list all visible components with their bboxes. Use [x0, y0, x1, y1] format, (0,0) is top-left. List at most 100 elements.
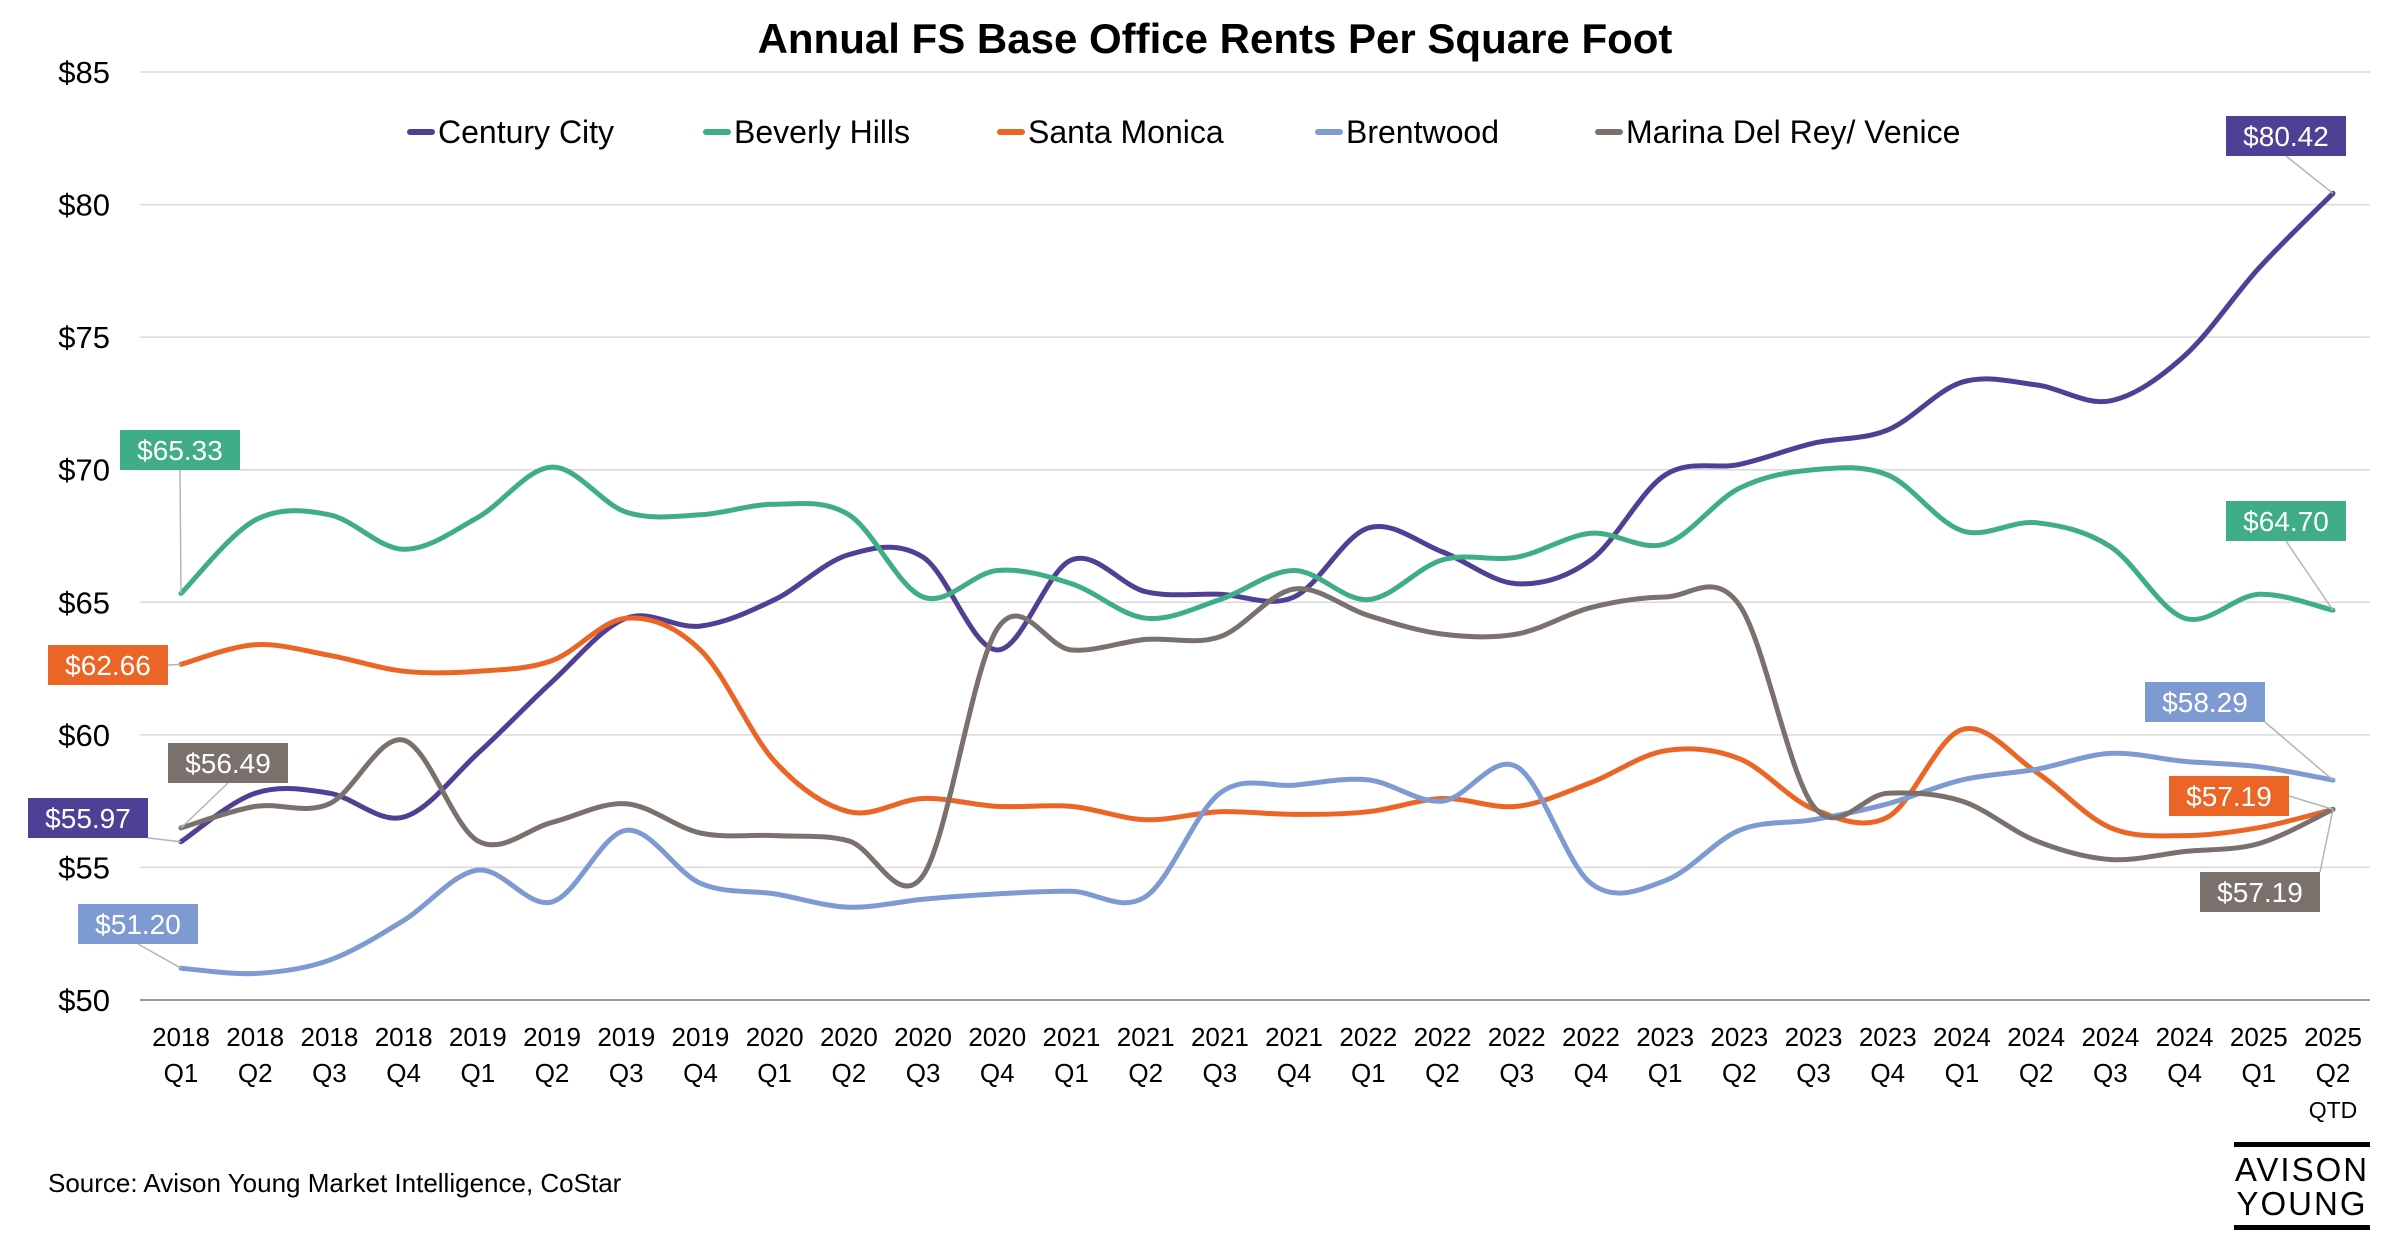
- data-label-leader: [2288, 795, 2334, 811]
- x-tick-label: Q4: [2167, 1058, 2202, 1088]
- x-tick-label: 2019: [523, 1022, 581, 1052]
- data-label: $51.20: [95, 909, 181, 940]
- x-tick-label: Q4: [683, 1058, 718, 1088]
- x-tick-label: 2018: [152, 1022, 210, 1052]
- x-tick-label: Q3: [312, 1058, 347, 1088]
- x-tick-label: Q1: [1054, 1058, 1089, 1088]
- legend-item: Beverly Hills: [734, 114, 910, 150]
- data-label-box: [168, 743, 288, 783]
- x-tick-label: 2023: [1636, 1022, 1694, 1052]
- data-label: $57.19: [2186, 781, 2272, 812]
- data-label-box: [2169, 776, 2289, 816]
- data-label-leader: [167, 663, 182, 666]
- legend-item: Santa Monica: [1028, 114, 1224, 150]
- data-label-box: [2226, 116, 2346, 156]
- x-tick-label: 2024: [2156, 1022, 2214, 1052]
- x-tick-label: 2019: [449, 1022, 507, 1052]
- x-tick-label: 2021: [1117, 1022, 1175, 1052]
- x-tick-label: 2023: [1859, 1022, 1917, 1052]
- data-label-leader: [137, 943, 182, 969]
- y-tick-label: $55: [58, 850, 110, 885]
- x-tick-label: 2024: [2007, 1022, 2065, 1052]
- x-tick-label: 2020: [820, 1022, 878, 1052]
- x-tick-label: 2020: [968, 1022, 1026, 1052]
- x-tick-label: Q2: [2316, 1058, 2351, 1088]
- data-label: $55.97: [45, 803, 131, 834]
- x-tick-label: 2023: [1710, 1022, 1768, 1052]
- x-tick-label: 2020: [746, 1022, 804, 1052]
- series-line-beverly-hills: [178, 464, 2336, 622]
- x-tick-label: 2025: [2304, 1022, 2362, 1052]
- x-tick-label: 2022: [1339, 1022, 1397, 1052]
- y-tick-label: $50: [58, 983, 110, 1018]
- y-tick-label: $70: [58, 453, 110, 488]
- x-tick-label: 2023: [1785, 1022, 1843, 1052]
- data-label-leader: [2264, 721, 2334, 781]
- series-line-century-city: [178, 190, 2336, 845]
- x-tick-label: Q2: [535, 1058, 570, 1088]
- x-tick-label: Q2: [2019, 1058, 2054, 1088]
- data-label-box: [2145, 682, 2265, 722]
- x-tick-label: 2019: [597, 1022, 655, 1052]
- x-tick-label: Q2: [832, 1058, 867, 1088]
- x-tick-label: Q1: [757, 1058, 792, 1088]
- x-tick-label: 2021: [1265, 1022, 1323, 1052]
- x-tick-label: Q3: [609, 1058, 644, 1088]
- x-tick-label: Q2: [1425, 1058, 1460, 1088]
- x-tick-label: Q4: [1277, 1058, 1312, 1088]
- x-tick-label: Q3: [1796, 1058, 1831, 1088]
- data-label: $57.19: [2217, 877, 2303, 908]
- series-line-marina-del-rey-venice: [178, 584, 2336, 889]
- data-label-box: [2200, 872, 2320, 912]
- x-tick-label: Q3: [1499, 1058, 1534, 1088]
- x-tick-label: Q1: [1351, 1058, 1386, 1088]
- data-label-leader: [2285, 540, 2334, 611]
- x-tick-label: 2018: [375, 1022, 433, 1052]
- x-tick-label: Q4: [1574, 1058, 1609, 1088]
- data-label: $62.66: [65, 650, 151, 681]
- x-tick-label: 2022: [1488, 1022, 1546, 1052]
- source-note: Source: Avison Young Market Intelligence…: [48, 1168, 622, 1198]
- x-tick-label: Q4: [1870, 1058, 1905, 1088]
- x-tick-label: 2018: [226, 1022, 284, 1052]
- x-tick-label: 2018: [300, 1022, 358, 1052]
- x-tick-label: Q1: [1648, 1058, 1683, 1088]
- x-tick-label: QTD: [2309, 1097, 2358, 1123]
- series-line-santa-monica: [178, 615, 2336, 839]
- x-tick-label: 2024: [1933, 1022, 1991, 1052]
- data-label-box: [48, 645, 168, 685]
- data-label-leader: [147, 837, 182, 843]
- y-tick-label: $75: [58, 320, 110, 355]
- y-tick-label: $60: [58, 718, 110, 753]
- x-tick-label: Q1: [164, 1058, 199, 1088]
- x-tick-label: 2021: [1043, 1022, 1101, 1052]
- y-tick-label: $65: [58, 585, 110, 620]
- legend-item: Brentwood: [1346, 114, 1499, 150]
- x-tick-label: Q1: [1945, 1058, 1980, 1088]
- x-tick-label: 2022: [1414, 1022, 1472, 1052]
- x-tick-label: 2019: [672, 1022, 730, 1052]
- x-tick-label: Q4: [386, 1058, 421, 1088]
- y-tick-label: $80: [58, 188, 110, 223]
- avison-young-logo: AVISON YOUNG: [2234, 1142, 2370, 1230]
- data-label-box: [78, 904, 198, 944]
- data-label-leader: [2319, 809, 2334, 873]
- data-label-box: [120, 430, 240, 470]
- data-label: $65.33: [137, 435, 223, 466]
- x-tick-label: 2021: [1191, 1022, 1249, 1052]
- x-tick-label: 2020: [894, 1022, 952, 1052]
- legend-item: Marina Del Rey/ Venice: [1626, 114, 1960, 150]
- x-tick-label: Q1: [460, 1058, 495, 1088]
- x-tick-label: Q3: [2093, 1058, 2128, 1088]
- y-tick-label: $85: [58, 55, 110, 90]
- x-tick-label: Q1: [2241, 1058, 2276, 1088]
- x-tick-label: Q3: [906, 1058, 941, 1088]
- data-label: $64.70: [2243, 506, 2329, 537]
- x-tick-label: 2025: [2230, 1022, 2288, 1052]
- series-line-brentwood: [178, 750, 2336, 977]
- data-label-box: [2226, 501, 2346, 541]
- chart-title: Annual FS Base Office Rents Per Square F…: [758, 15, 1673, 62]
- x-tick-label: 2022: [1562, 1022, 1620, 1052]
- logo-line-1: AVISON: [2234, 1151, 2370, 1188]
- x-tick-label: Q2: [1128, 1058, 1163, 1088]
